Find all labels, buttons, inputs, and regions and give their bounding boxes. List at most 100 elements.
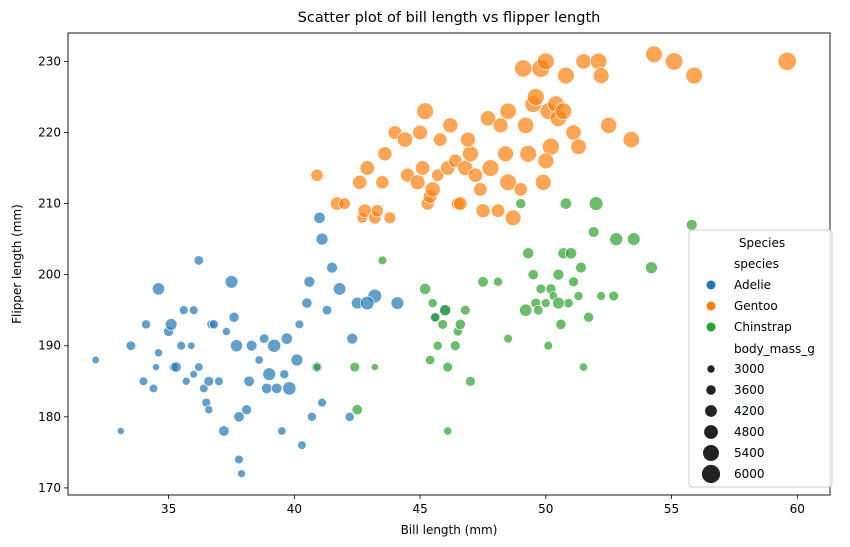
- point-gentoo-61: [645, 45, 663, 64]
- point-gentoo-30: [462, 145, 479, 163]
- point-chinstrap-24: [522, 247, 535, 260]
- point-gentoo-28: [453, 196, 468, 211]
- point-adelie-66: [346, 332, 359, 345]
- point-chinstrap-33: [555, 318, 567, 330]
- point-chinstrap-13: [442, 361, 453, 373]
- point-adelie-43: [282, 381, 297, 396]
- point-gentoo-17: [414, 160, 431, 176]
- legend-size-label-3000: 3000: [734, 362, 765, 376]
- point-gentoo-32: [473, 182, 488, 197]
- point-adelie-17: [189, 369, 198, 379]
- point-adelie-63: [294, 319, 305, 330]
- point-adelie-4: [141, 319, 151, 330]
- point-gentoo-66: [534, 173, 552, 191]
- point-chinstrap-49: [645, 261, 658, 274]
- point-chinstrap-25: [527, 269, 539, 281]
- point-adelie-60: [243, 375, 255, 387]
- point-gentoo-9: [375, 175, 390, 190]
- point-adelie-45: [297, 440, 307, 450]
- x-tick-label-50: 50: [538, 502, 553, 516]
- point-gentoo-23: [433, 132, 448, 147]
- legend-marker-chinstrap: [706, 322, 716, 332]
- point-adelie-50: [315, 232, 329, 246]
- point-chinstrap-18: [465, 375, 476, 387]
- point-chinstrap-29: [543, 340, 554, 351]
- point-adelie-25: [208, 319, 219, 330]
- point-gentoo-21: [424, 181, 441, 198]
- point-adelie-5: [148, 383, 159, 394]
- point-adelie-68: [193, 255, 204, 266]
- point-adelie-67: [360, 295, 375, 311]
- legend-size-marker-5400: [703, 445, 719, 461]
- point-gentoo-69: [460, 131, 476, 148]
- point-gentoo-55: [570, 138, 587, 155]
- y-axis-title: Flipper length (mm): [10, 204, 24, 324]
- point-adelie-32: [234, 454, 244, 465]
- point-gentoo-45: [526, 88, 545, 106]
- point-gentoo-18: [416, 102, 434, 120]
- point-gentoo-36: [490, 203, 506, 218]
- point-gentoo-38: [497, 145, 514, 163]
- point-gentoo-2: [338, 197, 351, 210]
- point-adelie-8: [151, 282, 166, 296]
- x-axis: 35 40 45 50 55 60: [161, 495, 805, 516]
- point-adelie-64: [303, 275, 316, 288]
- point-chinstrap-37: [564, 247, 578, 260]
- point-gentoo-58: [592, 67, 610, 84]
- point-gentoo-6: [359, 160, 375, 176]
- point-adelie-10: [164, 318, 178, 331]
- y-tick-label-200: 200: [38, 268, 61, 282]
- legend-label-gentoo: Gentoo: [734, 299, 778, 313]
- legend-size-label-4800: 4800: [734, 425, 765, 439]
- point-gentoo-0: [310, 168, 324, 182]
- point-chinstrap-47: [609, 232, 624, 246]
- point-adelie-51: [321, 305, 333, 316]
- point-chinstrap-7: [427, 298, 438, 309]
- point-adelie-34: [241, 404, 252, 416]
- point-gentoo-63: [685, 66, 703, 85]
- y-tick-label-220: 220: [38, 126, 61, 140]
- point-chinstrap-22: [515, 198, 527, 210]
- point-adelie-18: [188, 305, 199, 315]
- point-adelie-41: [279, 369, 290, 380]
- point-gentoo-8: [370, 204, 384, 218]
- point-chinstrap-44: [588, 196, 604, 211]
- legend-marker-adelie: [706, 280, 716, 290]
- y-tick-label-230: 230: [38, 54, 61, 68]
- legend-size-title: body_mass_g: [734, 342, 815, 356]
- point-gentoo-56: [575, 53, 592, 70]
- point-adelie-22: [204, 405, 214, 415]
- point-chinstrap-32: [552, 268, 565, 281]
- point-chinstrap-10: [437, 319, 448, 330]
- point-adelie-2: [125, 340, 137, 351]
- point-gentoo-67: [537, 152, 555, 170]
- point-chinstrap-45: [596, 291, 606, 301]
- point-adelie-52: [326, 261, 338, 274]
- point-chinstrap-50: [685, 219, 698, 231]
- x-tick-label-40: 40: [287, 502, 302, 516]
- point-gentoo-31: [467, 167, 483, 183]
- legend-size-marker-4800: [704, 425, 718, 439]
- point-chinstrap-53: [552, 296, 565, 310]
- point-adelie-33: [237, 469, 246, 479]
- legend: Species species Adelie Gentoo Chinstrap …: [688, 229, 833, 488]
- point-adelie-3: [138, 376, 149, 387]
- point-chinstrap-21: [503, 333, 513, 344]
- point-chinstrap-12: [443, 426, 453, 436]
- point-adelie-6: [152, 363, 160, 372]
- point-gentoo-42: [514, 59, 533, 78]
- point-gentoo-64: [777, 51, 797, 71]
- y-tick-label-190: 190: [38, 339, 61, 353]
- x-tick-label-45: 45: [412, 502, 427, 516]
- point-gentoo-41: [513, 182, 528, 197]
- point-chinstrap-42: [583, 311, 595, 323]
- x-tick-label-60: 60: [790, 502, 805, 516]
- point-chinstrap-39: [573, 291, 584, 301]
- point-chinstrap-48: [627, 232, 641, 246]
- point-adelie-49: [313, 211, 326, 224]
- point-gentoo-68: [499, 102, 517, 120]
- point-adelie-31: [230, 339, 243, 353]
- legend-size-label-4200: 4200: [734, 404, 765, 418]
- legend-hue-title: species: [734, 257, 779, 271]
- point-adelie-35: [245, 339, 258, 352]
